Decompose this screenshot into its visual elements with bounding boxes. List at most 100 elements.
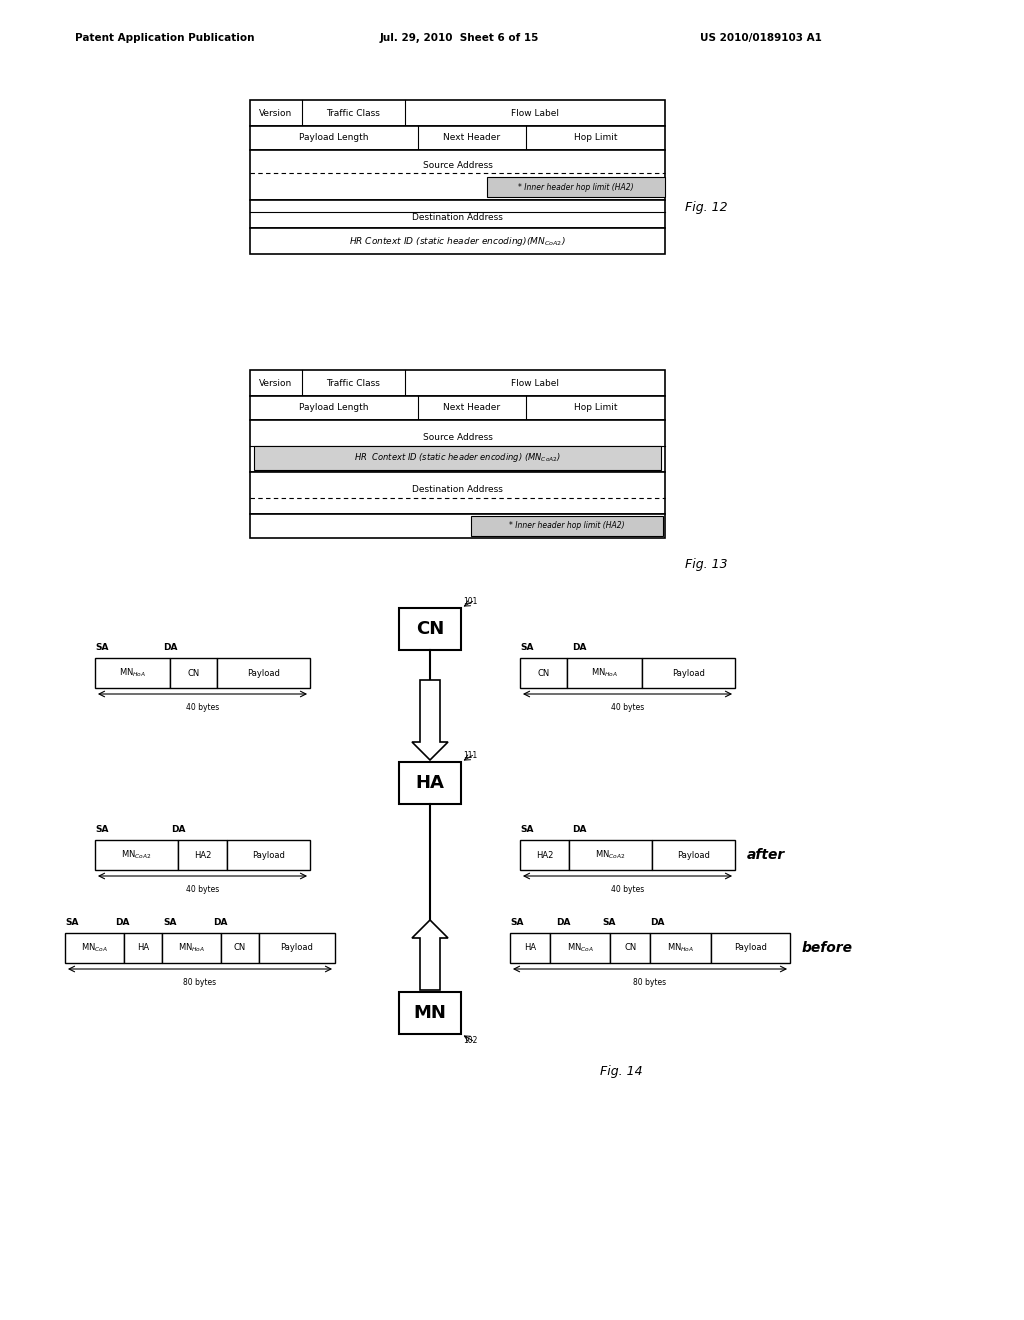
Text: HA: HA [416, 774, 444, 792]
Text: 40 bytes: 40 bytes [186, 704, 219, 711]
Bar [520, 657, 566, 688]
Bar [162, 933, 220, 964]
Text: Version: Version [259, 379, 293, 388]
Text: * Inner header hop limit (HA2): * Inner header hop limit (HA2) [509, 521, 625, 531]
Text: HA2: HA2 [536, 850, 553, 859]
Text: CN: CN [538, 668, 550, 677]
Text: Payload: Payload [734, 944, 767, 953]
Text: SA: SA [520, 643, 534, 652]
Bar [471, 516, 663, 536]
Text: Source Address: Source Address [423, 161, 493, 169]
Text: HR Context ID (static header encoding)(MN$_{CoA2}$): HR Context ID (static header encoding)(M… [349, 235, 566, 248]
Text: DA: DA [572, 825, 587, 834]
Text: Source Address: Source Address [423, 433, 493, 442]
Bar [250, 201, 665, 228]
Text: Payload: Payload [281, 944, 313, 953]
Text: MN$_{CoA}$: MN$_{CoA}$ [81, 941, 108, 954]
Text: CN: CN [416, 620, 444, 638]
Polygon shape [412, 920, 449, 990]
Text: 40 bytes: 40 bytes [611, 704, 644, 711]
Text: Next Header: Next Header [443, 133, 501, 143]
Text: 40 bytes: 40 bytes [611, 884, 644, 894]
Text: 80 bytes: 80 bytes [634, 978, 667, 987]
Text: MN$_{HoA}$: MN$_{HoA}$ [177, 941, 205, 954]
Text: 102: 102 [463, 1036, 477, 1045]
Text: DA: DA [115, 917, 129, 927]
Text: Hop Limit: Hop Limit [573, 133, 617, 143]
Text: MN$_{CoA2}$: MN$_{CoA2}$ [595, 849, 626, 861]
Bar [550, 933, 610, 964]
Text: CN: CN [187, 668, 200, 677]
Bar [250, 228, 665, 253]
Text: Payload: Payload [672, 668, 705, 677]
Text: Version: Version [259, 108, 293, 117]
Text: MN: MN [414, 1005, 446, 1022]
Text: Flow Label: Flow Label [511, 379, 559, 388]
Text: Payload: Payload [247, 668, 280, 677]
Text: Jul. 29, 2010  Sheet 6 of 15: Jul. 29, 2010 Sheet 6 of 15 [380, 33, 540, 44]
Text: SA: SA [95, 825, 109, 834]
Text: MN$_{HoA}$: MN$_{HoA}$ [119, 667, 146, 680]
Text: 101: 101 [463, 597, 477, 606]
Bar [124, 933, 162, 964]
Text: Traffic Class: Traffic Class [327, 108, 381, 117]
Text: MN$_{CoA2}$: MN$_{CoA2}$ [121, 849, 152, 861]
Text: CN: CN [624, 944, 636, 953]
Text: Payload: Payload [252, 850, 285, 859]
Text: Fig. 12: Fig. 12 [685, 201, 728, 214]
Bar [65, 933, 124, 964]
Text: * Inner header hop limit (HA2): * Inner header hop limit (HA2) [518, 182, 634, 191]
Bar [95, 840, 178, 870]
Text: DA: DA [556, 917, 570, 927]
Polygon shape [412, 680, 449, 760]
Text: SA: SA [65, 917, 79, 927]
Bar [399, 762, 461, 804]
Text: DA: DA [171, 825, 185, 834]
Bar [566, 657, 642, 688]
Text: DA: DA [163, 643, 177, 652]
Bar [178, 840, 227, 870]
Text: before: before [802, 941, 853, 954]
Text: MN$_{HoA}$: MN$_{HoA}$ [667, 941, 694, 954]
Text: Traffic Class: Traffic Class [327, 379, 381, 388]
Bar [250, 420, 665, 473]
Text: SA: SA [163, 917, 176, 927]
Text: Payload Length: Payload Length [299, 133, 369, 143]
Text: SA: SA [520, 825, 534, 834]
Bar [652, 840, 735, 870]
Text: Destination Address: Destination Address [412, 214, 503, 223]
Bar [510, 933, 550, 964]
Text: SA: SA [95, 643, 109, 652]
Text: HA: HA [137, 944, 148, 953]
Text: Payload: Payload [677, 850, 710, 859]
Text: SA: SA [602, 917, 615, 927]
Bar [250, 370, 665, 396]
Text: SA: SA [510, 917, 523, 927]
Bar [250, 513, 665, 539]
Bar [610, 933, 650, 964]
Text: Destination Address: Destination Address [412, 486, 503, 495]
Bar [217, 657, 310, 688]
Text: MN$_{HoA}$: MN$_{HoA}$ [591, 667, 617, 680]
Text: Fig. 13: Fig. 13 [685, 558, 728, 572]
Text: Fig. 14: Fig. 14 [600, 1065, 643, 1078]
Bar [250, 150, 665, 201]
Bar [487, 177, 665, 197]
Bar [520, 840, 569, 870]
Text: MN$_{CoA}$: MN$_{CoA}$ [566, 941, 594, 954]
Text: after: after [746, 847, 785, 862]
Text: Flow Label: Flow Label [511, 108, 559, 117]
Bar [250, 473, 665, 513]
Bar [170, 657, 217, 688]
Bar [711, 933, 790, 964]
Text: Hop Limit: Hop Limit [573, 404, 617, 412]
Text: Next Header: Next Header [443, 404, 501, 412]
Bar [399, 609, 461, 649]
Bar [650, 933, 711, 964]
Text: DA: DA [213, 917, 227, 927]
Bar [250, 100, 665, 125]
Text: Payload Length: Payload Length [299, 404, 369, 412]
Bar [220, 933, 259, 964]
Bar [250, 125, 665, 150]
Text: HA: HA [523, 944, 536, 953]
